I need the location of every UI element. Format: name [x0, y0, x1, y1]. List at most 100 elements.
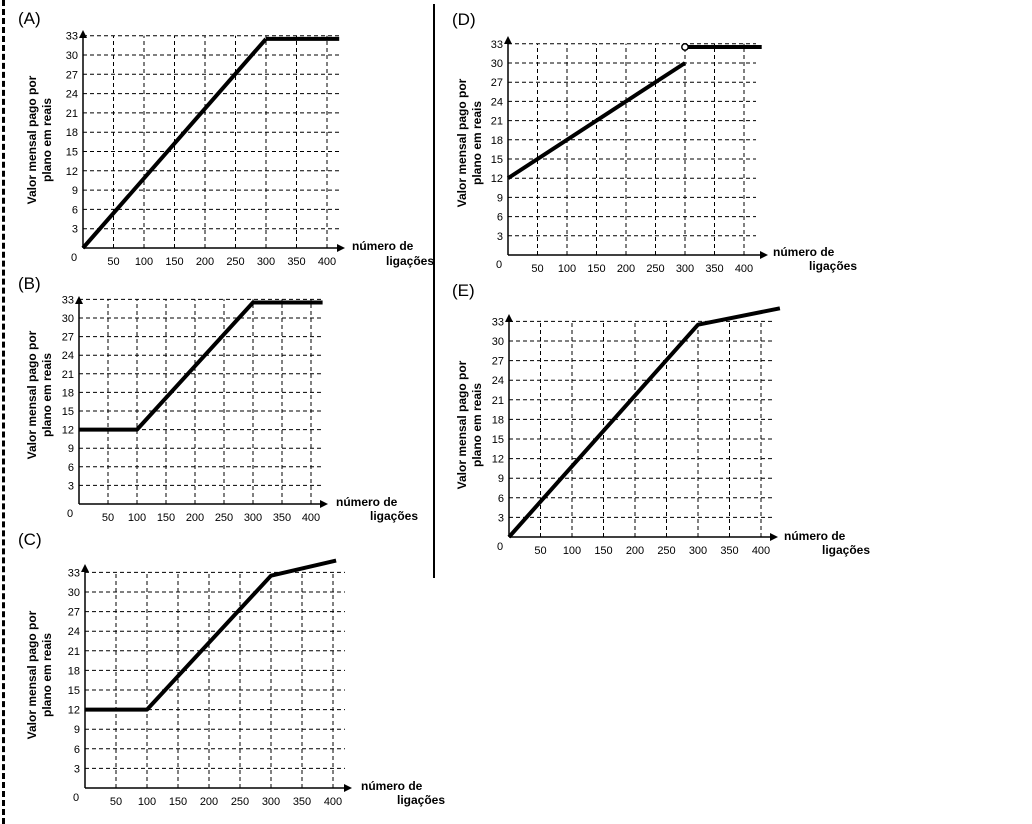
y-axis-label: Valor mensal pago porplano em reais: [25, 330, 54, 459]
y-tick-label: 27: [491, 77, 503, 89]
x-tick-label: 200: [200, 796, 218, 808]
y-axis-label-line2: plano em reais: [40, 633, 54, 717]
y-tick-label: 9: [497, 192, 503, 204]
x-tick-label: 250: [226, 256, 244, 268]
x-tick-label: 200: [196, 256, 214, 268]
x-tick-label: 50: [102, 512, 114, 524]
y-tick-label: 12: [491, 173, 503, 185]
y-tick-label: 6: [497, 212, 503, 224]
x-axis-label-line1: número de: [784, 529, 846, 543]
series-line: [81, 37, 268, 250]
y-tick-label: 18: [491, 135, 503, 147]
series-line: [507, 306, 781, 539]
y-tick-label: 9: [74, 724, 80, 736]
panel-label: (C): [18, 530, 42, 549]
y-tick-label: 12: [62, 425, 74, 437]
x-axis-arrow: [320, 500, 328, 508]
y-tick-label: 27: [492, 356, 504, 368]
x-axis-label-line2: ligações: [386, 254, 434, 268]
open-circle-marker: [681, 43, 689, 51]
y-tick-label: 33: [66, 31, 78, 43]
y-tick-label: 18: [62, 387, 74, 399]
y-axis-label: Valor mensal pago porplano em reais: [25, 75, 54, 204]
y-tick-label: 12: [492, 454, 504, 466]
y-tick-label: 15: [492, 434, 504, 446]
y-tick-label: 24: [491, 96, 503, 108]
y-axis-label: Valor mensal pago porplano em reais: [25, 610, 54, 739]
x-tick-label: 50: [534, 545, 546, 557]
left-dashed-border: [2, 0, 5, 824]
x-tick-label: 400: [752, 545, 770, 557]
x-axis-label-line2: ligações: [822, 543, 870, 557]
y-tick-label: 6: [74, 744, 80, 756]
y-tick-label: 3: [68, 480, 74, 492]
y-tick-label: 27: [68, 607, 80, 619]
y-tick-label: 9: [498, 473, 504, 485]
y-tick-label: 27: [66, 69, 78, 81]
y-axis-label-line2: plano em reais: [470, 101, 484, 185]
y-tick-label: 33: [492, 316, 504, 328]
y-axis-label: Valor mensal pago porplano em reais: [455, 78, 484, 207]
y-axis-label-line2: plano em reais: [40, 98, 54, 182]
x-tick-label: 150: [587, 263, 605, 275]
y-tick-label: 3: [498, 512, 504, 524]
y-tick-label: 21: [68, 646, 80, 658]
x-tick-label: 300: [244, 512, 262, 524]
column-divider: [433, 4, 435, 578]
x-tick-label: 350: [720, 545, 738, 557]
x-axis-label-line1: número de: [773, 245, 835, 259]
x-tick-label: 150: [165, 256, 183, 268]
origin-label: 0: [71, 252, 77, 264]
y-axis-label-line1: Valor mensal pago por: [455, 78, 469, 207]
y-tick-label: 18: [66, 127, 78, 139]
y-axis-label-line2: plano em reais: [470, 383, 484, 467]
series-line: [79, 300, 323, 432]
y-tick-label: 3: [74, 763, 80, 775]
x-axis-label-line2: ligações: [397, 793, 445, 807]
y-tick-label: 15: [491, 154, 503, 166]
y-axis-label-line1: Valor mensal pago por: [455, 360, 469, 489]
x-tick-label: 150: [169, 796, 187, 808]
y-tick-label: 18: [68, 665, 80, 677]
x-tick-label: 400: [735, 263, 753, 275]
panel-label: (D): [452, 10, 476, 29]
y-tick-label: 21: [66, 108, 78, 120]
panel-label: (B): [18, 274, 41, 293]
x-axis-label-line1: número de: [361, 779, 423, 793]
x-axis-label-line2: ligações: [809, 259, 857, 273]
chart-panel-4: (D) 0 50 100 150 200 250 300 350 400 3 6 9 12 15 18 21 24…: [452, 10, 857, 275]
y-tick-label: 24: [68, 626, 80, 638]
y-axis-arrow: [504, 36, 512, 44]
y-axis-label-line1: Valor mensal pago por: [25, 75, 39, 204]
x-tick-label: 300: [262, 796, 280, 808]
y-tick-label: 30: [66, 50, 78, 62]
y-tick-label: 9: [72, 185, 78, 197]
x-tick-label: 350: [705, 263, 723, 275]
y-axis-arrow: [505, 314, 513, 322]
y-tick-label: 15: [68, 685, 80, 697]
y-tick-label: 3: [72, 224, 78, 236]
y-axis-arrow: [81, 564, 89, 572]
chart-panel-5: (E) 0 50 100 150 200 250 300 350 400 3 6 9 12 15 18 21 24…: [452, 281, 870, 557]
origin-label: 0: [73, 792, 79, 804]
x-tick-label: 100: [128, 512, 146, 524]
series-line: [506, 61, 687, 180]
y-axis-label-line1: Valor mensal pago por: [25, 330, 39, 459]
y-tick-label: 24: [492, 375, 504, 387]
x-tick-label: 400: [318, 256, 336, 268]
x-axis-label-line2: ligações: [370, 509, 418, 523]
x-tick-label: 400: [324, 796, 342, 808]
y-tick-label: 12: [68, 705, 80, 717]
y-tick-label: 6: [68, 462, 74, 474]
y-axis-arrow: [75, 296, 83, 304]
x-axis-arrow: [770, 533, 778, 541]
x-tick-label: 250: [646, 263, 664, 275]
y-axis-arrow: [79, 30, 87, 38]
x-tick-label: 200: [186, 512, 204, 524]
y-tick-label: 6: [72, 204, 78, 216]
x-tick-label: 250: [215, 512, 233, 524]
y-tick-label: 3: [497, 231, 503, 243]
x-tick-label: 150: [157, 512, 175, 524]
x-tick-label: 50: [531, 263, 543, 275]
